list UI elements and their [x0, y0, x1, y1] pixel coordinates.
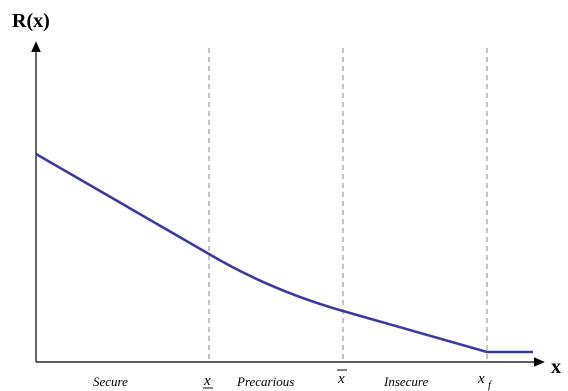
region-label-secure: Secure	[93, 374, 128, 389]
y-axis-title: R(x)	[12, 10, 50, 32]
svg-text:f: f	[488, 379, 493, 391]
threshold-label-x-bar: x	[337, 369, 347, 387]
svg-text:x: x	[477, 371, 485, 387]
x-axis-title: x	[551, 356, 561, 378]
region-label-insecure: Insecure	[383, 374, 429, 389]
region-label-precarious: Precarious	[236, 374, 294, 389]
threshold-label-x-low: x	[203, 373, 213, 389]
svg-text:x: x	[203, 373, 211, 389]
svg-text:x: x	[337, 371, 345, 387]
threshold-label-x-f: x f	[477, 371, 493, 391]
r-curve	[35, 152, 533, 354]
